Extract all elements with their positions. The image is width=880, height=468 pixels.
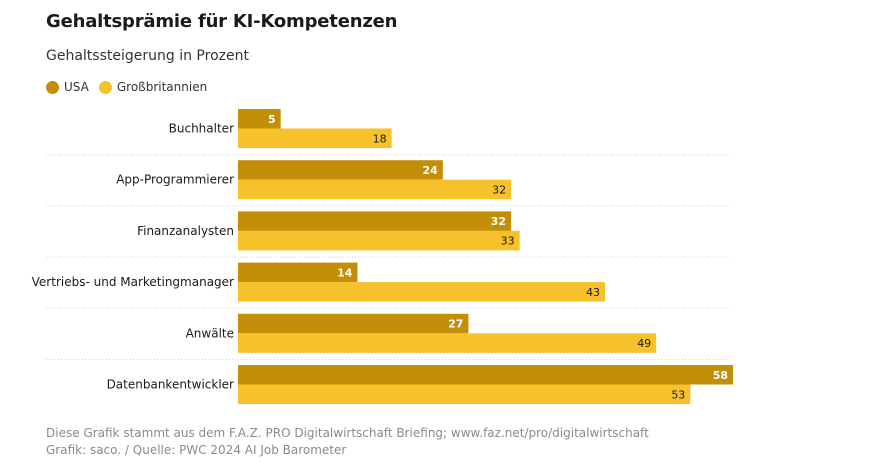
category-label: App-Programmierer xyxy=(116,173,234,187)
bar-usa xyxy=(238,160,443,180)
data-label: 58 xyxy=(713,369,728,382)
data-label: 14 xyxy=(337,266,353,279)
footer: Diese Grafik stammt aus dem F.A.Z. PRO D… xyxy=(46,425,649,459)
bar-gb xyxy=(238,128,392,148)
legend-label-usa: USA xyxy=(64,80,89,94)
bar-gb xyxy=(238,282,605,302)
category-label: Vertriebs- und Marketingmanager xyxy=(32,275,234,289)
legend-item-gb: Großbritannien xyxy=(98,80,208,94)
category-label: Finanzanalysten xyxy=(137,224,234,238)
bar-usa xyxy=(238,365,733,385)
data-label: 27 xyxy=(448,318,463,331)
data-label: 43 xyxy=(586,286,600,299)
chart-subtitle: Gehaltssteigerung in Prozent xyxy=(46,48,249,64)
category-label: Buchhalter xyxy=(169,122,234,136)
footer-credit: Grafik: saco. / Quelle: PWC 2024 AI Job … xyxy=(46,443,347,457)
bar-gb xyxy=(238,384,691,404)
data-label: 32 xyxy=(492,183,506,196)
bar-usa xyxy=(238,211,512,231)
bar-usa xyxy=(238,262,358,283)
data-label: 24 xyxy=(423,164,439,177)
bar-gb xyxy=(238,333,657,353)
legend-swatch-usa xyxy=(46,80,59,94)
chart-title: Gehaltsprämie für KI-Kompetenzen xyxy=(46,11,398,32)
data-label: 49 xyxy=(637,337,651,350)
legend-swatch-gb xyxy=(98,80,112,94)
footer-source-note: Diese Grafik stammt aus dem F.A.Z. PRO D… xyxy=(46,426,649,440)
bar-usa xyxy=(238,109,281,129)
bar-gb xyxy=(238,179,512,200)
category-label: Datenbankentwickler xyxy=(107,378,234,392)
data-label: 53 xyxy=(671,388,685,401)
legend: USA Großbritannien xyxy=(46,80,217,94)
legend-label-gb: Großbritannien xyxy=(116,80,208,94)
data-label: 5 xyxy=(268,113,276,126)
bar-chart: Buchhalter 5 18 App-Programmierer 24 32 Finanz… xyxy=(32,109,733,404)
data-label: 33 xyxy=(501,235,515,248)
bar-usa xyxy=(238,313,469,334)
bar-gb xyxy=(238,230,520,251)
data-label: 32 xyxy=(491,215,506,228)
category-label: Anwälte xyxy=(186,326,234,340)
data-label: 18 xyxy=(373,132,387,145)
legend-item-usa: USA xyxy=(46,80,89,94)
